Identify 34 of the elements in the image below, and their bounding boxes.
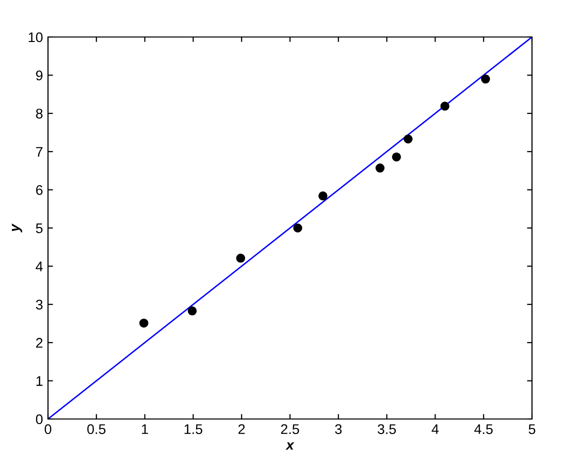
x-tick-label: 5 bbox=[528, 424, 536, 434]
y-tick-label: 1 bbox=[36, 376, 42, 386]
x-tick-label: 1 bbox=[142, 424, 148, 434]
x-tick-label: 1.5 bbox=[184, 424, 202, 434]
y-tick-label: 10 bbox=[28, 32, 43, 42]
y-tick-label: 5 bbox=[36, 223, 43, 234]
point bbox=[404, 134, 413, 144]
y-tick-label: 9 bbox=[36, 70, 42, 80]
point bbox=[318, 191, 328, 200]
point bbox=[392, 152, 401, 162]
point bbox=[236, 254, 246, 263]
x-tick-label: 3 bbox=[335, 424, 342, 434]
y-tick-label: 6 bbox=[36, 185, 43, 195]
point bbox=[376, 164, 385, 173]
x-tick-label: 2 bbox=[238, 424, 245, 434]
point bbox=[188, 306, 197, 316]
x-tick-label: 2.5 bbox=[281, 424, 300, 434]
y-tick-label: 8 bbox=[36, 108, 43, 119]
point bbox=[293, 224, 302, 232]
x-tick-label: 4 bbox=[432, 424, 439, 434]
y-tick-label: 3 bbox=[36, 300, 43, 310]
point bbox=[481, 74, 490, 84]
x-tick-label: 0.5 bbox=[87, 424, 106, 434]
x-axis-title: x bbox=[286, 442, 294, 450]
x-tick-label: 0 bbox=[44, 424, 52, 434]
y-tick-label: 2 bbox=[36, 338, 42, 348]
point bbox=[139, 318, 148, 328]
y-tick-label: 4 bbox=[36, 262, 43, 272]
y-axis-title: y bbox=[12, 224, 22, 232]
x-tick-label: 3.5 bbox=[378, 424, 396, 434]
x-tick-label: 4.5 bbox=[474, 424, 493, 434]
y-tick-label: 0 bbox=[36, 414, 43, 424]
point bbox=[440, 102, 450, 111]
y-tick-label: 7 bbox=[36, 147, 42, 157]
